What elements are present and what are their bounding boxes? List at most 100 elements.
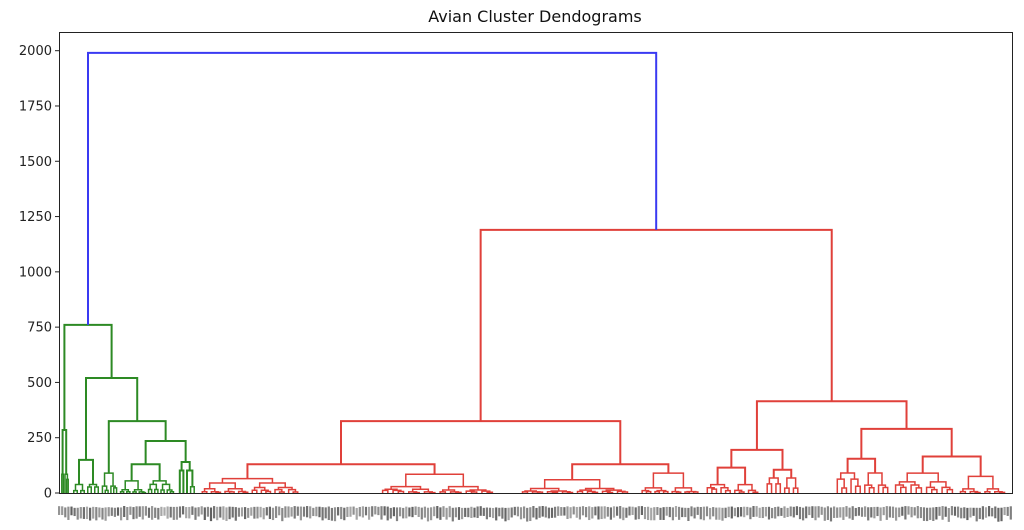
dendrogram-link [839, 472, 856, 480]
leaf-label [132, 507, 135, 520]
leaf-label [498, 507, 501, 517]
leaf-label [271, 507, 275, 521]
leaf-label [104, 507, 107, 521]
leaf-label [619, 506, 622, 519]
leaf-label [752, 506, 755, 517]
leaf-label [268, 506, 271, 519]
leaf-label [392, 507, 395, 517]
dendrogram-link [126, 491, 131, 493]
leaf-label [92, 506, 95, 519]
leaf-label [470, 506, 473, 518]
dendrogram-link [531, 491, 541, 493]
leaf-label [144, 506, 147, 516]
leaf-label [200, 506, 203, 515]
dendrogram-link [411, 488, 430, 492]
leaf-label [994, 506, 997, 519]
dendrogram-link [390, 485, 422, 490]
leaf-label [616, 506, 619, 516]
leaf-label [399, 507, 402, 517]
dendrogram-link [521, 491, 529, 493]
leaf-label [333, 507, 337, 522]
leaf-label [687, 507, 690, 521]
leaf-label [175, 506, 178, 520]
leaf-label [247, 507, 250, 518]
dendrogram-link [61, 428, 68, 475]
leaf-label [225, 507, 228, 521]
leaf-label [609, 507, 612, 520]
y-axis: 0 250 500 750 1000 1250 1500 1750 2000 [19, 44, 60, 502]
dendrogram-link [854, 485, 861, 493]
dendrogram-link [986, 488, 1000, 492]
leaf-label [501, 507, 504, 519]
leaf-label [547, 507, 550, 519]
leaf-label [535, 507, 538, 520]
leaf-label [67, 506, 70, 520]
leaf-label [845, 506, 848, 517]
leaf-label [327, 506, 330, 521]
leaf-label [659, 507, 662, 520]
leaf-label [352, 506, 355, 515]
leaf-label [473, 507, 476, 518]
dendrogram-link [103, 472, 114, 487]
dendrogram-link [738, 491, 745, 493]
dendrogram-link [946, 488, 954, 493]
leaf-label [981, 506, 984, 520]
dendrogram-link [775, 483, 782, 493]
leaf-label [674, 506, 678, 517]
leaf-label [126, 507, 129, 521]
leaf-label [377, 506, 380, 516]
leaf-label [519, 507, 523, 520]
leaf-label [842, 507, 845, 520]
dendrogram-link [967, 475, 994, 489]
leaf-label [777, 506, 780, 517]
leaf-label [374, 506, 377, 515]
leaf-label [516, 506, 519, 517]
dendrogram-link [78, 458, 94, 485]
leaf-label [736, 507, 740, 518]
leaf-label [358, 506, 361, 517]
leaf-label [166, 506, 169, 519]
leaf-label [678, 506, 681, 520]
leaf-label [101, 507, 104, 520]
leaf-label [417, 506, 420, 517]
leaf-label [898, 507, 901, 518]
leaf-label [113, 507, 116, 517]
leaf-label [926, 507, 929, 522]
leaf-label [318, 506, 321, 518]
leaf-label [634, 507, 637, 520]
leaf-label [826, 506, 829, 520]
dendrogram-link [931, 488, 938, 493]
dendrogram-link [841, 487, 848, 493]
leaf-label [888, 506, 891, 518]
dendrogram-link [900, 486, 907, 493]
dendrogram-link [755, 400, 908, 450]
dendrogram-link [469, 489, 487, 492]
leaf-label [870, 507, 873, 518]
leaf-label [727, 506, 730, 518]
dendrogram-link [166, 489, 173, 493]
leaf-label [693, 507, 696, 519]
leaf-label [944, 506, 947, 517]
leaf-label [302, 506, 306, 517]
leaf-label [919, 507, 922, 519]
leaf-label [98, 507, 101, 518]
leaf-label [234, 507, 237, 521]
leaf-label [743, 506, 746, 518]
leaf-label [346, 506, 349, 517]
leaf-label [947, 507, 950, 522]
leaf-label [749, 507, 752, 520]
dendrogram-link [766, 483, 773, 493]
dendrogram-link [94, 486, 99, 493]
dendrogram-link [132, 491, 137, 493]
leaf-label [829, 507, 833, 522]
dendrogram-link [925, 486, 936, 493]
leaf-label [485, 507, 488, 520]
dendrogram-link [64, 473, 69, 493]
dendrogram-link [149, 483, 158, 490]
leaf-label [107, 507, 110, 517]
dendrogram-link [130, 463, 161, 481]
leaf-label [296, 506, 299, 516]
leaf-label [203, 507, 206, 520]
leaf-label [643, 507, 647, 520]
leaf-label [935, 506, 938, 520]
